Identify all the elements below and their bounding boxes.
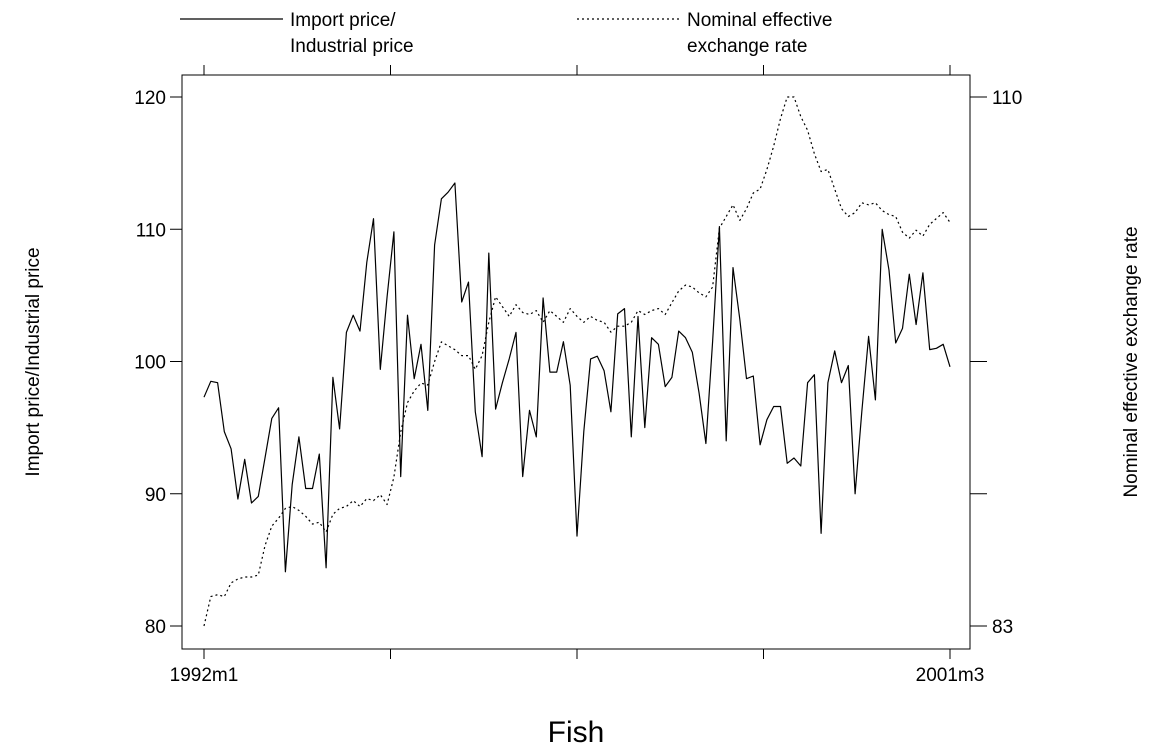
x-axis-tick-label: 2001m3 [916, 665, 985, 686]
x-axis-tick-label: 1992m1 [170, 665, 239, 686]
left-axis-title: Import price/Industrial price [23, 247, 44, 476]
legend-label-import-line2: Industrial price [290, 36, 414, 57]
axis-ticks [170, 65, 987, 659]
series-line-exchange-rate [203, 96, 951, 627]
plot-frame [181, 74, 971, 650]
legend-label-exchange-line2: exchange rate [687, 36, 807, 57]
chart-title: Fish [548, 716, 605, 749]
legend: Import price/ Industrial price Nominal e… [180, 10, 832, 57]
legend-label-import-line1: Import price/ [290, 10, 396, 31]
series-lines [203, 96, 951, 627]
right-axis-title: Nominal effective exchange rate [1121, 226, 1142, 497]
axis-tick-labels: 80 90 100 110 120 83 110 1992m1 2001m3 [134, 88, 1022, 686]
legend-label-exchange-line1: Nominal effective [687, 10, 832, 31]
left-axis-tick-label: 90 [145, 485, 166, 506]
left-axis-tick-label: 100 [134, 353, 166, 374]
right-axis-tick-label: 83 [992, 617, 1013, 638]
left-axis-tick-label: 80 [145, 617, 166, 638]
right-axis-tick-label: 110 [992, 88, 1022, 109]
series-line-import-price [203, 182, 951, 573]
left-axis-tick-label: 110 [136, 220, 166, 241]
left-axis-tick-label: 120 [134, 88, 166, 109]
